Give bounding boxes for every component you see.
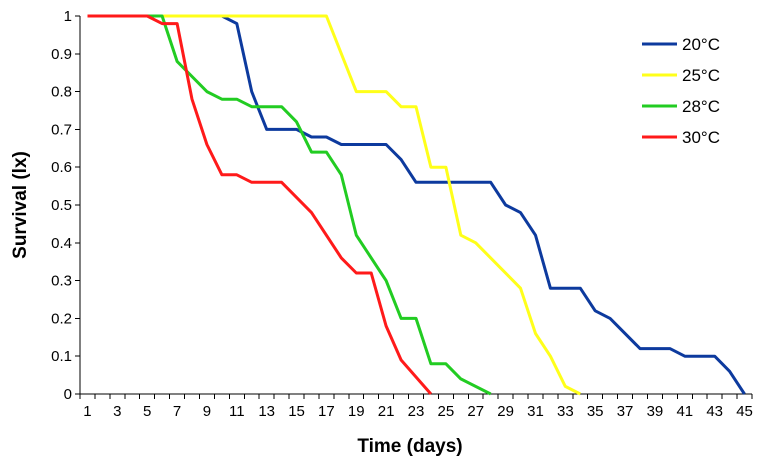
legend-label: 25°C — [682, 66, 720, 85]
series-group — [87, 14, 746, 396]
x-tick-label: 21 — [378, 403, 395, 420]
x-tick-label: 19 — [348, 403, 365, 420]
x-tick-label: 39 — [647, 403, 664, 420]
x-tick-label: 45 — [736, 403, 753, 420]
x-ticks: 1 3 5 7 9 11 13 15 17 19 21 23 25 27 29 31 33 35 37 39 41 43 4… — [79, 394, 753, 420]
x-tick-label: 3 — [113, 403, 121, 420]
x-tick-label: 35 — [587, 403, 604, 420]
x-tick-label: 13 — [258, 403, 275, 420]
x-tick-label: 43 — [706, 403, 723, 420]
y-tick-label: 0.5 — [51, 197, 72, 214]
x-tick-label: 11 — [229, 403, 245, 420]
series-line-28Cc — [87, 14, 492, 396]
y-axis-title: Survival (lx) — [10, 151, 31, 259]
y-tick-label: 0.8 — [51, 84, 72, 101]
y-tick-label: 0.2 — [51, 310, 72, 327]
x-tick-label: 1 — [83, 403, 91, 420]
y-tick-label: 0.1 — [51, 348, 72, 365]
y-tick-label: 0.9 — [51, 46, 72, 63]
y-ticks: 0 0.1 0.2 0.3 0.4 0.5 0.6 0.7 0.8 0.9 1 — [51, 8, 80, 403]
x-axis-title: Time (days) — [357, 436, 462, 457]
series-line-25Cc — [87, 14, 581, 396]
x-tick-label: 31 — [527, 403, 544, 420]
legend: 20°C 25°C 28°C 30°C — [642, 35, 720, 147]
legend-label: 30°C — [682, 128, 720, 147]
x-tick-label: 25 — [438, 403, 455, 420]
y-tick-label: 1 — [64, 8, 72, 25]
y-tick-label: 0.3 — [51, 273, 72, 290]
x-tick-label: 33 — [557, 403, 574, 420]
y-tick-label: 0 — [64, 386, 72, 403]
x-tick-label: 29 — [497, 403, 514, 420]
legend-label: 20°C — [682, 35, 720, 54]
series-line-30Cc — [87, 14, 433, 395]
x-tick-label: 17 — [318, 403, 335, 420]
y-tick-label: 0.6 — [51, 159, 72, 176]
x-tick-label: 23 — [408, 403, 425, 420]
legend-label: 28°C — [682, 97, 720, 116]
x-tick-label: 7 — [173, 403, 181, 420]
x-tick-label: 37 — [617, 403, 634, 420]
x-tick-label: 5 — [143, 403, 151, 420]
x-tick-label: 41 — [676, 403, 693, 420]
x-tick-label: 15 — [288, 403, 305, 420]
x-tick-label: 9 — [203, 403, 211, 420]
y-axis-title-group: Survival (lx) — [10, 151, 31, 259]
y-tick-label: 0.4 — [51, 235, 72, 252]
x-tick-label: 27 — [467, 403, 484, 420]
y-tick-label: 0.7 — [51, 121, 72, 138]
series-line-20Cc — [87, 14, 746, 395]
